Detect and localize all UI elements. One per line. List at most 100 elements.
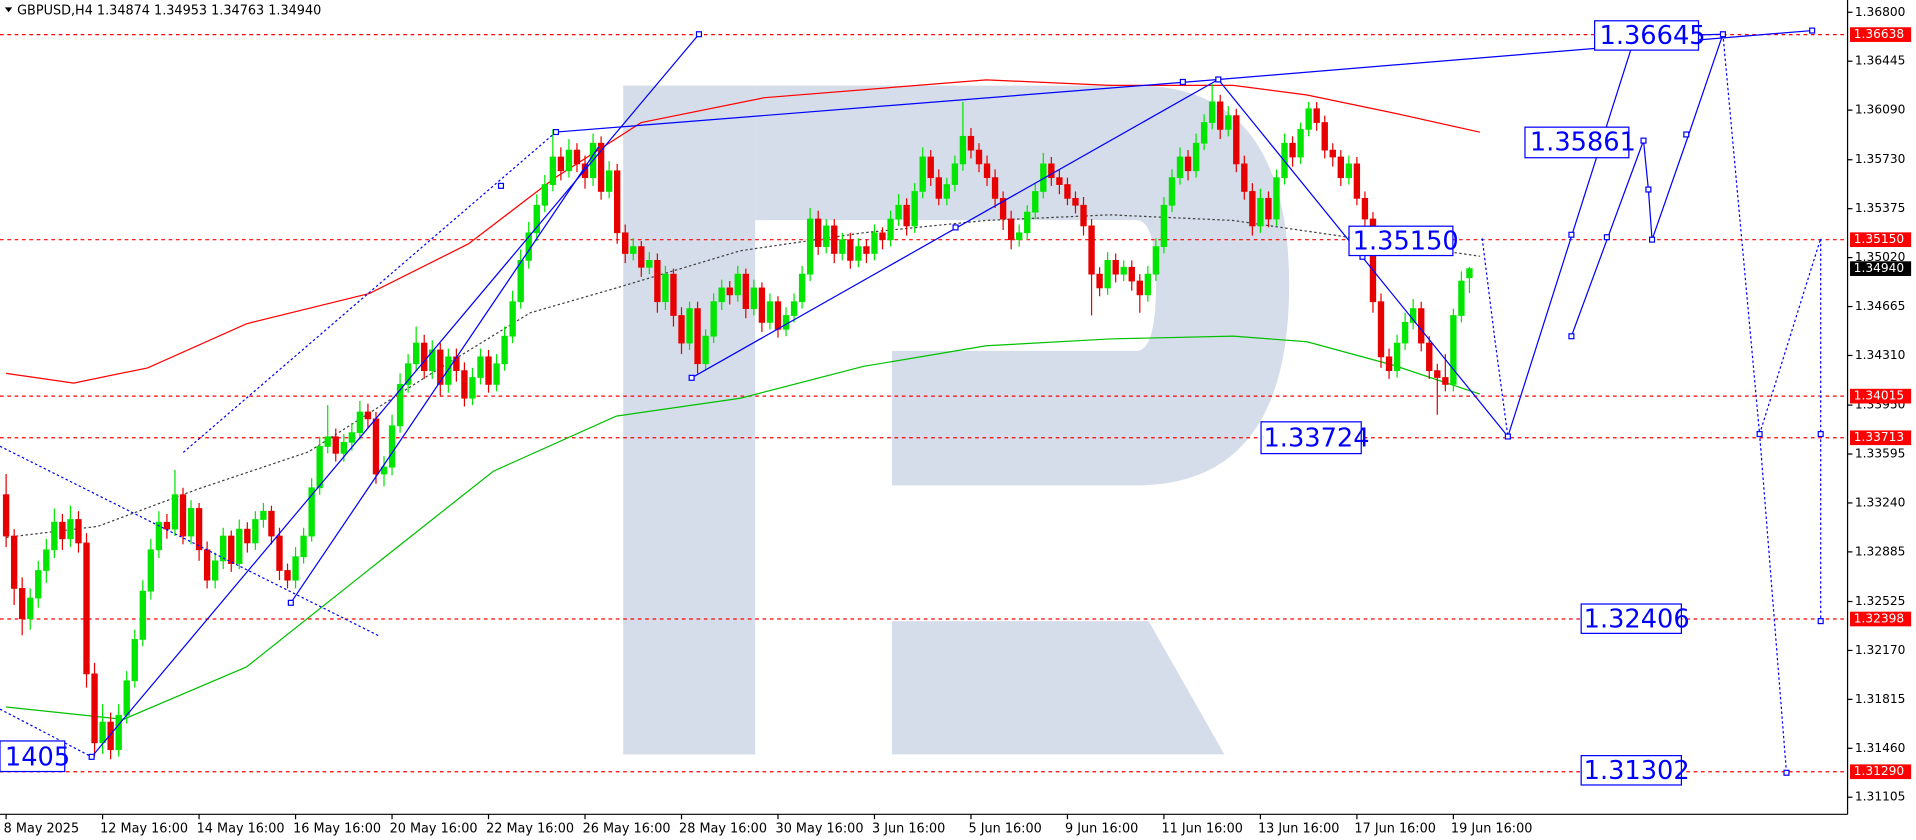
annotation: 1.32406 (1584, 604, 1690, 634)
candle-body (782, 315, 790, 330)
candle-body (1136, 280, 1143, 296)
candle-body (951, 163, 959, 185)
annotation-box (1260, 421, 1362, 455)
candle-body (220, 535, 227, 562)
vertex (1645, 186, 1652, 193)
current-price-label: 1.34940 (1854, 261, 1905, 275)
candle-body (734, 273, 741, 296)
candle-body (1369, 218, 1377, 303)
candle-body (1168, 177, 1176, 206)
vertex (1756, 431, 1763, 438)
x-tick-label: 14 May 16:00 (197, 822, 285, 837)
candle-body (1080, 204, 1087, 227)
candle-body (1233, 115, 1240, 165)
candle-body (252, 519, 259, 544)
candle-body (461, 370, 468, 399)
candle-body (1377, 301, 1385, 358)
vertex (1809, 27, 1816, 34)
level-label: 1.34015 (1854, 389, 1905, 403)
candle-body (1297, 129, 1304, 158)
vertex (1568, 333, 1575, 340)
candle-body (292, 556, 299, 581)
vertex (1179, 78, 1186, 85)
candle-body (1313, 108, 1320, 123)
candle-body (99, 721, 106, 744)
candle-body (1184, 156, 1192, 172)
candle-body (517, 260, 524, 303)
candle-body (1152, 246, 1160, 275)
candle-body (541, 184, 548, 206)
annotation-box (1580, 755, 1682, 786)
x-tick-label: 28 May 16:00 (679, 822, 767, 837)
candle-body (453, 356, 460, 372)
candle-body (1016, 232, 1023, 241)
candle-body (895, 204, 902, 220)
candle-body (1329, 149, 1336, 158)
candle-body (750, 287, 758, 309)
candle-body (654, 260, 661, 303)
candle-body (622, 232, 629, 254)
candle-body (1192, 142, 1200, 172)
candle-body (147, 549, 155, 592)
forecast-line (1570, 34, 1724, 337)
candle-body (123, 680, 130, 716)
candle-body (887, 218, 894, 241)
x-tick-label: 26 May 16:00 (583, 822, 671, 837)
y-tick-label: 1.32170 (1855, 643, 1906, 657)
candle-body (1024, 211, 1031, 234)
candle-body (316, 446, 323, 489)
candle-body (2, 494, 10, 537)
candle-body (268, 510, 275, 537)
candle-body (718, 287, 725, 303)
level-label-box (1850, 388, 1912, 404)
candle-body (1426, 342, 1433, 372)
y-tick-label: 1.31105 (1855, 790, 1906, 804)
x-tick-label: 13 Jun 16:00 (1258, 822, 1339, 837)
candle-body (469, 377, 476, 399)
candle-body (879, 232, 886, 241)
candle-body (533, 204, 540, 234)
x-tick-label: 9 Jun 16:00 (1065, 822, 1138, 837)
candle-body (284, 570, 291, 581)
watermark-leg (892, 621, 1225, 755)
candle-body (573, 149, 581, 165)
candle-body (991, 177, 999, 199)
header: GBPUSD,H4 1.34874 1.34953 1.34763 1.3494… (4, 4, 321, 19)
x-tick-label: 17 Jun 16:00 (1354, 822, 1435, 837)
plot (0, 33, 1848, 773)
candle-body (83, 542, 90, 675)
vertex (1817, 431, 1824, 438)
candle-body (1393, 342, 1401, 372)
candle-body (726, 287, 733, 296)
candle-body (1032, 191, 1039, 213)
channel-line (182, 131, 557, 453)
candle-body (983, 163, 991, 179)
candle-body (831, 225, 838, 254)
candle-body (613, 170, 621, 234)
candle-body (388, 425, 396, 468)
candle-body (919, 156, 926, 192)
vertex-markers (88, 27, 1824, 776)
candle-body (1217, 101, 1224, 130)
candle-body (630, 246, 637, 254)
candle-body (396, 384, 404, 427)
candle-body (1249, 191, 1256, 227)
y-tick-label: 1.34665 (1855, 299, 1906, 313)
vertex (1504, 433, 1511, 440)
y-tick-label: 1.35375 (1855, 201, 1906, 215)
vertex (688, 374, 695, 381)
candle-body (1385, 356, 1393, 372)
candle-body (557, 156, 565, 172)
x-tick-label: 22 May 16:00 (486, 822, 574, 837)
candle-body (758, 287, 766, 323)
candle-body (228, 535, 235, 564)
candle-body (967, 135, 975, 151)
annotation-box (1594, 20, 1700, 51)
candle-body (404, 363, 412, 385)
candle-body (493, 363, 500, 385)
candle-body (774, 301, 782, 330)
level-label-box (1850, 430, 1912, 446)
candle-body (959, 135, 967, 165)
candle-body (485, 356, 492, 385)
vertex (1568, 231, 1575, 238)
